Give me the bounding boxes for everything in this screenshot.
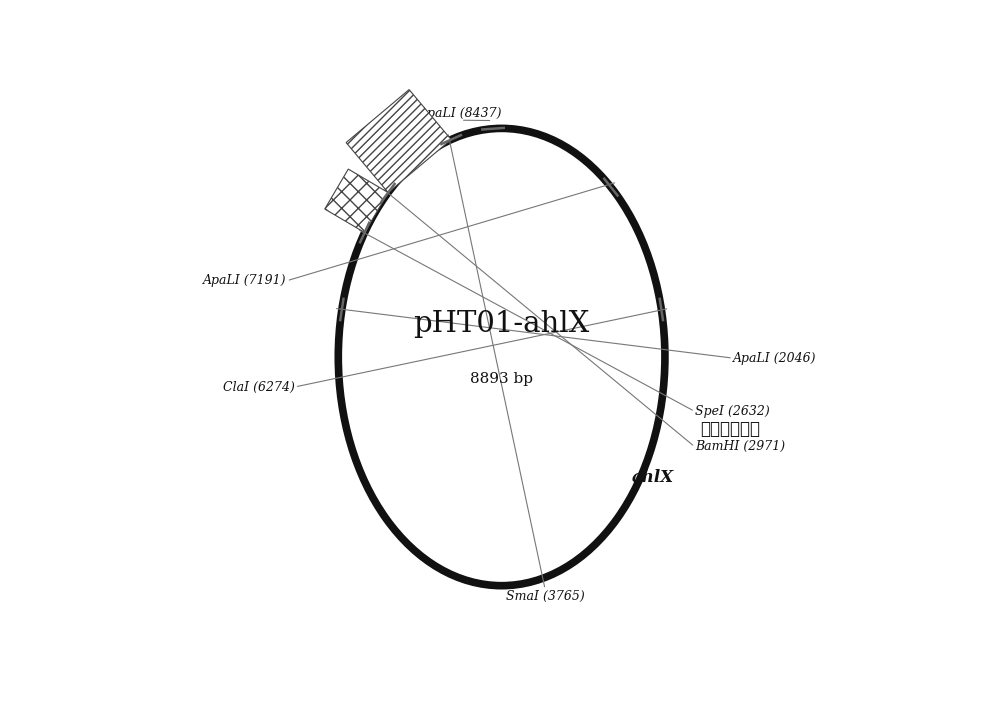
- Polygon shape: [346, 90, 451, 192]
- Text: 8893 bp: 8893 bp: [470, 372, 533, 386]
- Text: pHT01-ahlX: pHT01-ahlX: [413, 310, 590, 339]
- Text: 组成型启动子: 组成型启动子: [700, 420, 760, 438]
- Text: SpeI (2632): SpeI (2632): [695, 405, 770, 418]
- Text: ClaI (6274): ClaI (6274): [223, 380, 295, 394]
- Text: BamHI (2971): BamHI (2971): [695, 440, 785, 453]
- Text: ahlX: ahlX: [632, 469, 674, 486]
- Text: ApaLI (2046): ApaLI (2046): [733, 351, 816, 365]
- Text: SmaI (3765): SmaI (3765): [506, 590, 585, 602]
- Text: ApaLI (8437): ApaLI (8437): [419, 107, 503, 120]
- Text: ApaLI (7191): ApaLI (7191): [203, 274, 287, 287]
- Polygon shape: [325, 169, 388, 233]
